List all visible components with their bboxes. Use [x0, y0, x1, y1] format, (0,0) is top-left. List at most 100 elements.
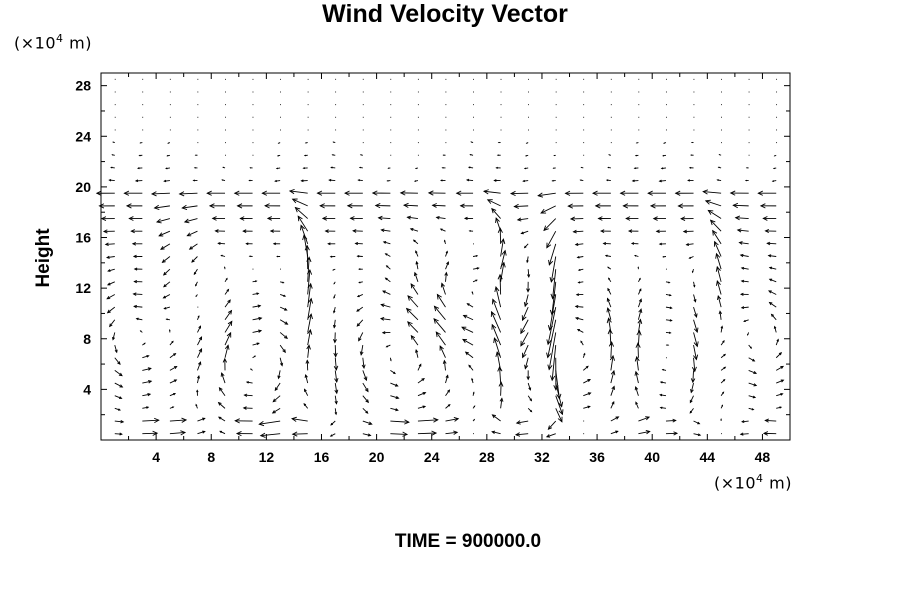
- wind-vector-head: [243, 393, 248, 397]
- wind-vector: [735, 217, 749, 219]
- wind-vector-head: [162, 271, 167, 276]
- wind-vector: [114, 420, 124, 423]
- wind-vector: [142, 367, 151, 371]
- wind-vector: [436, 294, 446, 308]
- wind-vector: [522, 306, 529, 321]
- wind-vector: [307, 329, 311, 346]
- wind-vector-head: [738, 241, 743, 245]
- wind-vector-head: [137, 167, 140, 170]
- wind-vector: [635, 402, 639, 409]
- wind-vector: [522, 344, 529, 358]
- wind-vector-head: [440, 179, 443, 182]
- wind-vector-head: [776, 338, 779, 342]
- wind-vector-head: [688, 166, 692, 169]
- wind-vector-head: [402, 202, 409, 208]
- wind-vector: [739, 242, 749, 245]
- wind-vector-head: [577, 268, 581, 271]
- wind-vector-head: [316, 190, 323, 196]
- wind-vector-head: [445, 374, 449, 379]
- wind-vector-head: [529, 398, 533, 402]
- wind-vector-head: [659, 393, 663, 397]
- wind-vector-head: [486, 199, 493, 204]
- wind-vector-head: [491, 414, 497, 419]
- wind-vector-head: [630, 242, 635, 245]
- wind-vector: [304, 389, 309, 396]
- wind-vector-head: [707, 209, 714, 215]
- wind-vector: [106, 256, 115, 259]
- wind-vector: [607, 298, 612, 308]
- wind-vector-head: [496, 154, 499, 157]
- wind-vector: [637, 299, 642, 308]
- wind-vector-head: [188, 246, 193, 250]
- wind-vector: [114, 357, 121, 365]
- wind-vector-head: [147, 367, 152, 371]
- wind-vector-head: [667, 344, 670, 346]
- x-tick-label: 24: [424, 449, 440, 465]
- wind-vector: [461, 326, 474, 333]
- wind-vector: [716, 280, 722, 295]
- wind-vector-head: [668, 281, 671, 284]
- wind-vector-head: [120, 419, 125, 424]
- wind-vector: [224, 321, 233, 333]
- wind-vector: [547, 307, 557, 345]
- wind-vector: [272, 407, 281, 414]
- wind-vector-head: [649, 203, 656, 209]
- wind-vector: [610, 401, 615, 409]
- wind-vector-head: [433, 417, 439, 423]
- wind-vector: [555, 408, 563, 422]
- wind-vector-head: [690, 154, 693, 156]
- wind-vector-head: [264, 203, 270, 209]
- wind-vector: [224, 299, 231, 308]
- wind-vector: [716, 266, 722, 282]
- wind-vector-head: [192, 179, 195, 182]
- wind-vector: [297, 215, 309, 232]
- wind-vector-head: [297, 215, 303, 222]
- wind-vector: [154, 205, 170, 209]
- wind-vector: [133, 293, 143, 295]
- wind-vector: [279, 332, 288, 339]
- wind-vector-head: [283, 294, 287, 297]
- wind-vector-head: [333, 296, 336, 299]
- wind-vector: [637, 319, 641, 333]
- wind-vector-head: [749, 346, 753, 349]
- wind-vector-head: [631, 179, 635, 183]
- wind-vector: [607, 288, 612, 295]
- wind-vector-head: [404, 419, 410, 425]
- wind-vector: [169, 432, 186, 435]
- wind-vector-head: [771, 180, 775, 182]
- wind-vector-head: [439, 345, 444, 351]
- wind-vector-head: [304, 244, 310, 251]
- wind-vector: [406, 308, 419, 321]
- wind-vector: [390, 420, 409, 423]
- wind-vector: [252, 330, 262, 333]
- wind-vector-head: [697, 433, 702, 437]
- wind-vector-head: [155, 218, 162, 224]
- wind-vector-head: [198, 361, 202, 366]
- wind-vector-head: [196, 389, 199, 393]
- wind-vector-head: [498, 381, 504, 387]
- wind-vector-head: [546, 242, 552, 249]
- wind-vector: [416, 261, 419, 270]
- wind-vector: [224, 310, 232, 321]
- wind-vector-head: [693, 313, 698, 319]
- wind-vector-head: [387, 167, 390, 169]
- wind-vector-head: [361, 364, 366, 370]
- wind-vector-head: [615, 430, 619, 434]
- wind-vector: [292, 198, 308, 207]
- wind-vector-head: [722, 340, 725, 343]
- wind-vector: [717, 295, 722, 308]
- wind-vector-head: [248, 179, 251, 182]
- wind-vector-head: [607, 166, 610, 169]
- wind-vector-head: [433, 318, 439, 324]
- wind-vector-head: [602, 242, 607, 246]
- wind-vector: [767, 242, 777, 245]
- wind-vector: [577, 329, 584, 333]
- wind-vector-head: [744, 179, 747, 182]
- wind-vector-head: [181, 417, 188, 423]
- wind-vector: [737, 229, 749, 232]
- wind-vector-head: [579, 179, 582, 182]
- wind-vector: [305, 374, 309, 384]
- wind-vector-head: [349, 216, 355, 221]
- wind-vector: [224, 345, 229, 358]
- wind-vector-head: [600, 229, 605, 233]
